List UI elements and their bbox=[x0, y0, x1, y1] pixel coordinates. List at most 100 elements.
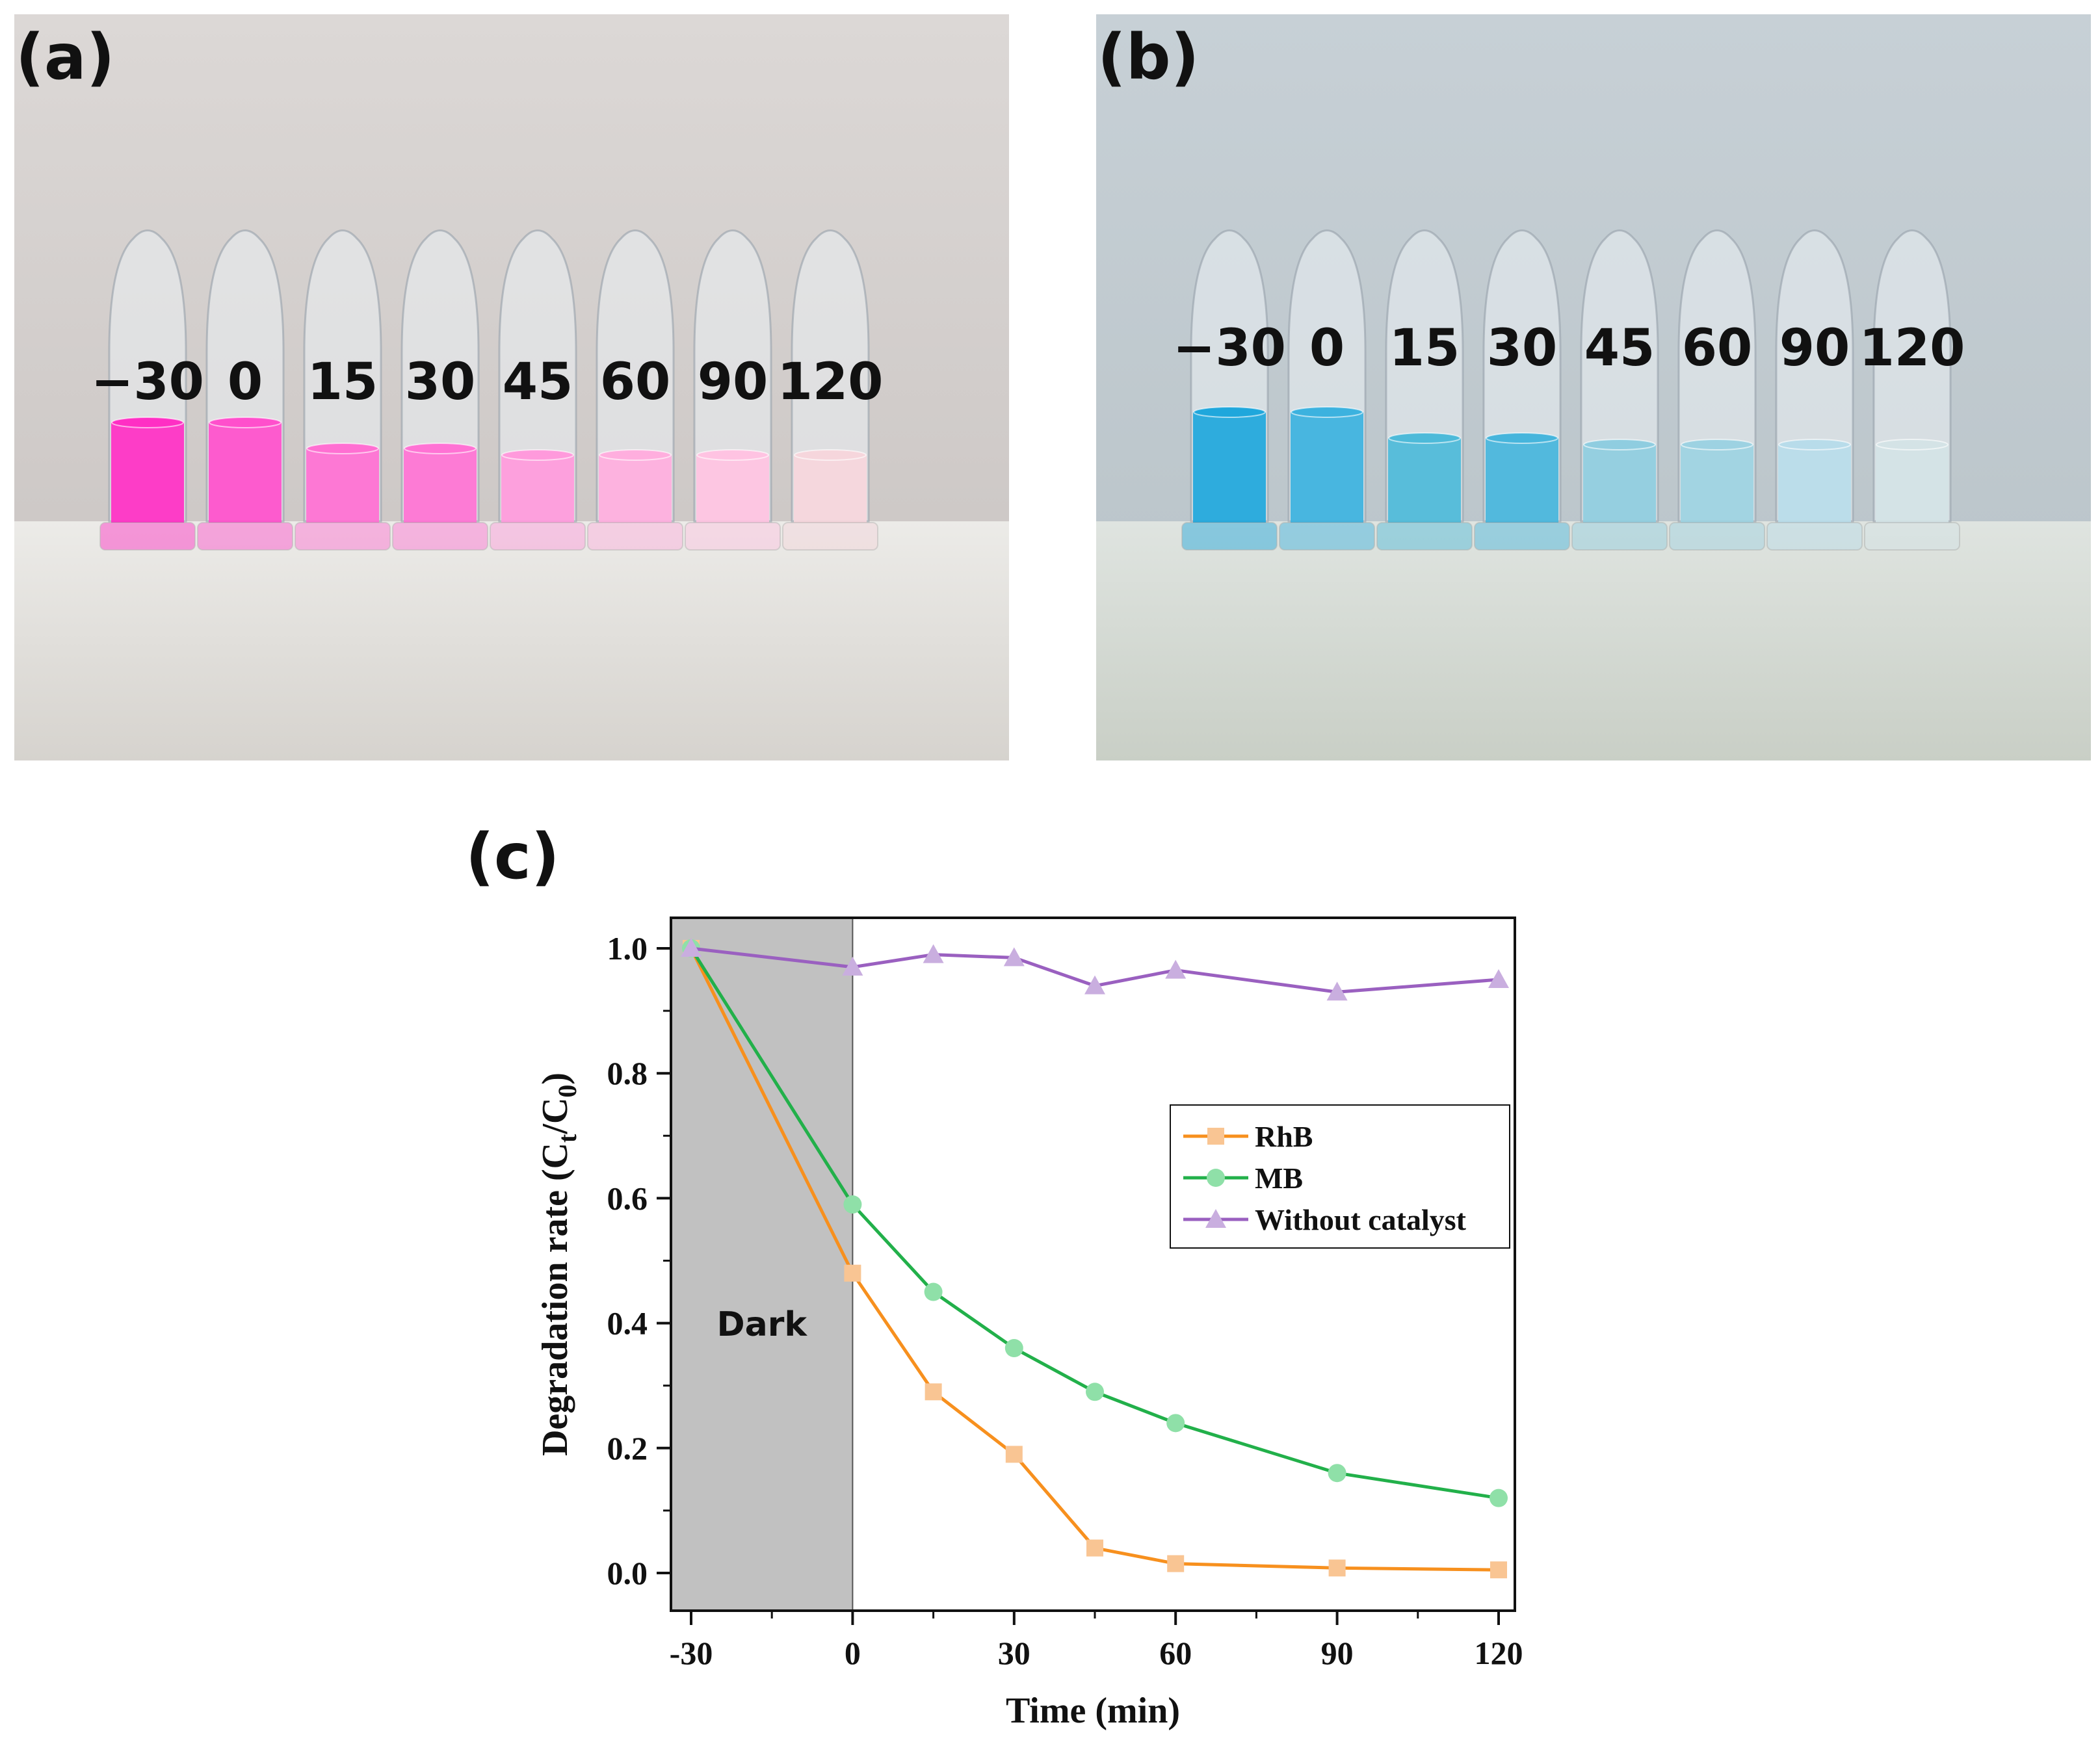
liquid bbox=[696, 455, 769, 523]
sample-tube: 15 bbox=[1376, 229, 1473, 551]
sample-tube: 0 bbox=[197, 229, 293, 551]
tube-base bbox=[490, 522, 586, 551]
tube-base bbox=[99, 522, 196, 551]
plot-frame bbox=[670, 916, 1516, 1612]
data-point bbox=[843, 1195, 862, 1214]
sample-tube: 30 bbox=[392, 229, 488, 551]
legend-label: Without catalyst bbox=[1255, 1203, 1467, 1236]
y-tick-label: 0.0 bbox=[607, 1555, 648, 1591]
tube-base bbox=[1474, 522, 1570, 551]
liquid bbox=[1681, 445, 1753, 523]
liquid bbox=[794, 455, 867, 523]
liquid bbox=[501, 455, 574, 523]
data-point bbox=[1086, 1383, 1104, 1401]
data-point bbox=[1086, 1539, 1103, 1557]
sample-tube: 30 bbox=[1474, 229, 1570, 551]
series-line bbox=[689, 947, 1499, 1500]
liquid bbox=[1486, 438, 1558, 523]
panel-c-letter: (c) bbox=[466, 820, 560, 893]
tube-base bbox=[1571, 522, 1668, 551]
liquid bbox=[1778, 445, 1851, 523]
series-without-catalyst bbox=[681, 938, 1509, 1001]
data-point bbox=[681, 938, 702, 957]
data-point bbox=[1328, 1559, 1346, 1577]
y-tick-label: 0.8 bbox=[607, 1055, 648, 1091]
data-point bbox=[1488, 969, 1509, 989]
tube-time-label: 45 bbox=[503, 353, 573, 411]
sample-tube: 120 bbox=[1859, 229, 1965, 551]
data-point bbox=[1490, 1488, 1508, 1507]
data-point bbox=[924, 1282, 943, 1301]
tube-time-label: −30 bbox=[91, 353, 204, 411]
tube-time-label: 90 bbox=[698, 353, 768, 411]
tube-time-label: 120 bbox=[1859, 319, 1965, 378]
tube-base bbox=[1766, 522, 1863, 551]
dark-region bbox=[671, 918, 853, 1611]
tube-time-label: 60 bbox=[1682, 319, 1753, 378]
data-point bbox=[682, 939, 700, 957]
legend-marker bbox=[1205, 1209, 1226, 1228]
x-tick-label: 0 bbox=[845, 1635, 861, 1671]
tube-time-label: −30 bbox=[1173, 319, 1286, 378]
tube-base bbox=[197, 522, 293, 551]
tube-time-label: 60 bbox=[600, 353, 671, 411]
y-axis-label-part: /C bbox=[535, 1098, 575, 1135]
legend: RhB MB Without catalyst bbox=[1170, 1104, 1510, 1249]
liquid bbox=[1193, 412, 1266, 523]
legend-marker bbox=[1207, 1128, 1224, 1145]
tube-base bbox=[1669, 522, 1765, 551]
liquid bbox=[404, 448, 477, 523]
sample-tube: 45 bbox=[490, 229, 586, 551]
legend-box bbox=[1170, 1104, 1510, 1249]
tube-base bbox=[587, 522, 683, 551]
data-point bbox=[1166, 1414, 1185, 1433]
tube-base bbox=[1279, 522, 1375, 551]
liquid bbox=[209, 422, 282, 523]
data-point bbox=[923, 944, 944, 963]
data-point bbox=[925, 1383, 942, 1401]
photo-panel-b: −30 0 15 30 45 60 90 120 bbox=[1096, 14, 2091, 760]
series-line bbox=[690, 946, 1499, 994]
liquid bbox=[1291, 412, 1363, 523]
sample-tube: 60 bbox=[587, 229, 683, 551]
tube-time-label: 15 bbox=[308, 353, 378, 411]
panel-a-letter: (a) bbox=[16, 21, 115, 94]
sample-tube: 15 bbox=[295, 229, 391, 551]
tube-base bbox=[1181, 522, 1278, 551]
y-axis-label-part: t bbox=[553, 1134, 582, 1143]
sample-tube: −30 bbox=[1173, 229, 1286, 551]
tube-base bbox=[782, 522, 878, 551]
data-point bbox=[1084, 975, 1105, 994]
data-point bbox=[842, 956, 863, 976]
photo-panel-a: −30 0 15 30 45 60 90 120 bbox=[14, 14, 1009, 760]
data-point bbox=[1326, 982, 1348, 1001]
x-tick-label: 120 bbox=[1475, 1635, 1523, 1671]
legend-item: MB bbox=[1183, 1162, 1303, 1195]
tube-time-label: 45 bbox=[1584, 319, 1655, 378]
x-axis-label: Time (min) bbox=[1006, 1691, 1180, 1731]
data-point bbox=[1005, 1446, 1023, 1463]
tube-time-label: 0 bbox=[1309, 319, 1345, 378]
data-point bbox=[1328, 1464, 1346, 1483]
tube-time-label: 0 bbox=[228, 353, 263, 411]
tube-time-label: 30 bbox=[1487, 319, 1558, 378]
dark-region-label: Dark bbox=[716, 1305, 807, 1344]
sample-tube: 90 bbox=[1766, 229, 1863, 551]
data-point bbox=[844, 1264, 861, 1282]
sample-tube: 60 bbox=[1669, 229, 1765, 551]
liquid bbox=[306, 448, 379, 523]
y-tick-label: 0.4 bbox=[607, 1305, 648, 1342]
tube-base bbox=[1864, 522, 1960, 551]
legend-item: RhB bbox=[1183, 1120, 1313, 1153]
y-axis-label-part: Degradation rate (C bbox=[535, 1143, 575, 1456]
tube-time-label: 120 bbox=[778, 353, 884, 411]
floor-background bbox=[14, 521, 1009, 760]
tube-base bbox=[685, 522, 781, 551]
sample-tube: −30 bbox=[91, 229, 204, 551]
tube-time-label: 30 bbox=[405, 353, 476, 411]
tube-base bbox=[392, 522, 488, 551]
legend-marker bbox=[1207, 1169, 1225, 1187]
data-point bbox=[1490, 1561, 1507, 1579]
y-axis-label-part: 0 bbox=[553, 1085, 582, 1098]
sample-tube: 0 bbox=[1279, 229, 1375, 551]
